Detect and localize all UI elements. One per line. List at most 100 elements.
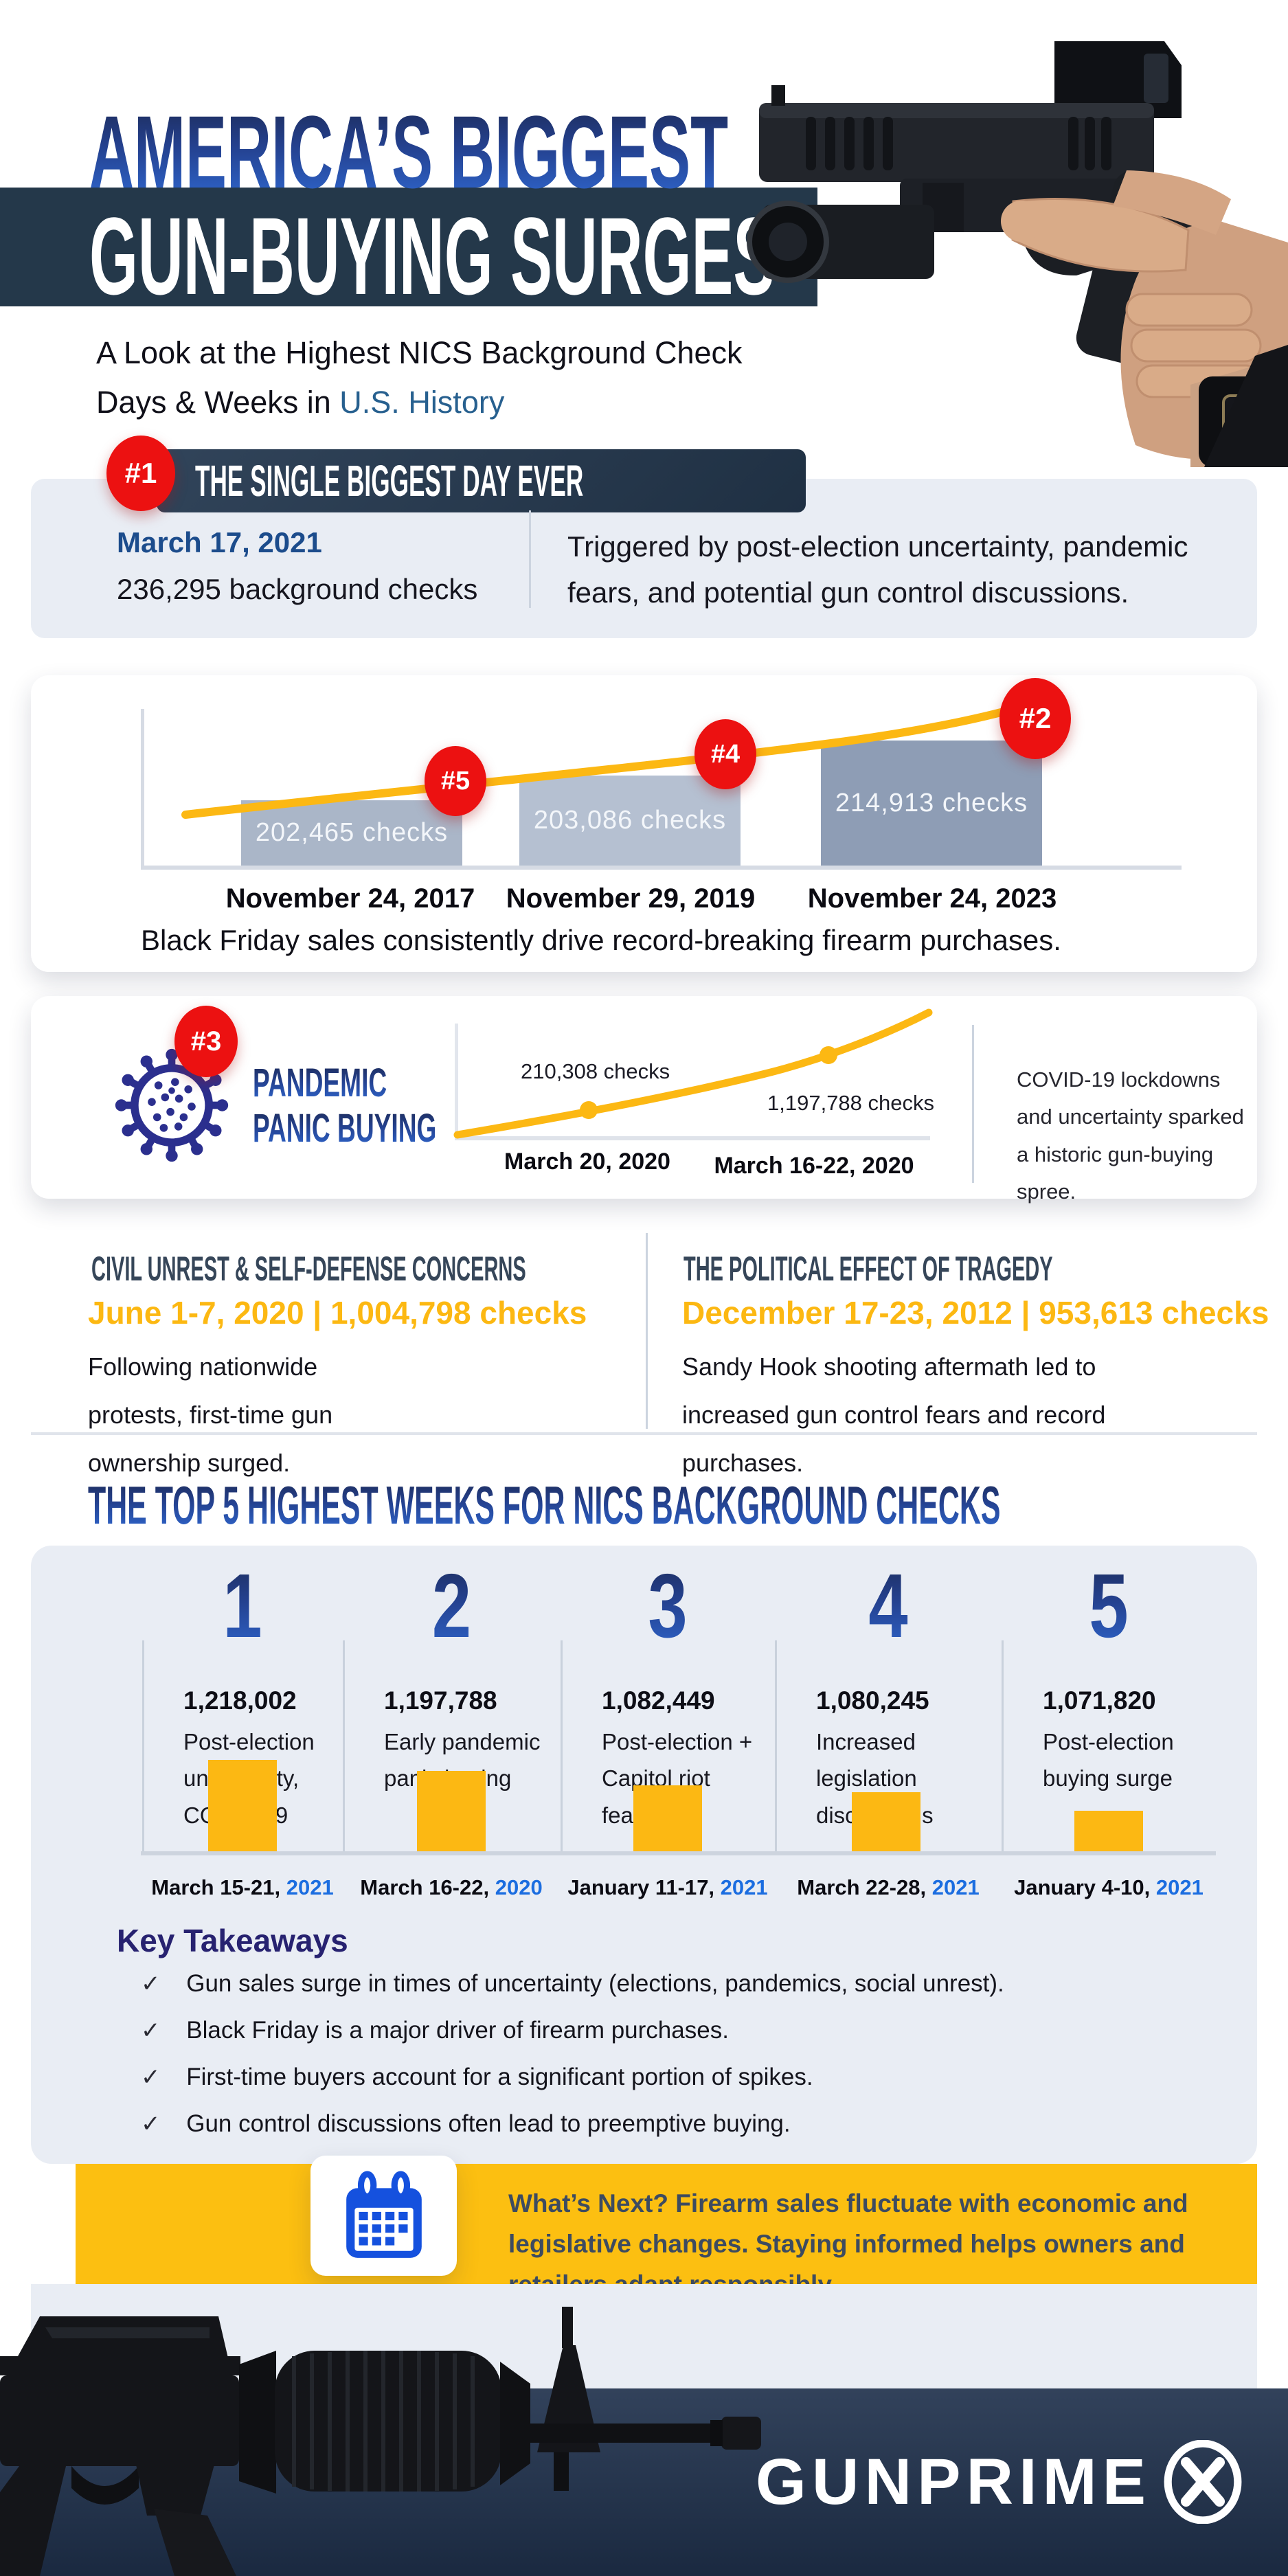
pandemic-point2-date: March 16-22, 2020	[714, 1153, 914, 1179]
event-tragedy-heading: THE POLITICAL EFFECT OF TRAGEDY	[683, 1250, 1053, 1288]
top5-column-5: 5 1,071,820 Post-election buying surge	[1002, 1554, 1216, 1797]
pandemic-point1-date: March 20, 2020	[504, 1149, 670, 1175]
takeaway-text-1: Gun sales surge in times of uncertainty …	[186, 1970, 1004, 1997]
event-civil-heading: CIVIL UNREST & SELF-DEFENSE CONCERNS	[91, 1250, 526, 1288]
event-civil-description: Following nationwide protests, first-tim…	[88, 1353, 333, 1478]
bf-bar-2023-label: 214,913 checks	[835, 788, 1028, 817]
top5-value-1: 1,218,002	[183, 1686, 297, 1715]
brand-logo: GUNPRIME	[756, 2440, 1245, 2524]
top5-date-3: January 11-17, 2021	[558, 1875, 778, 1900]
events-divider	[646, 1233, 648, 1429]
top5-date-2: March 16-22, 2020	[341, 1875, 561, 1900]
bf-baseline	[141, 866, 1182, 870]
top5-rank-5: 5	[1025, 1554, 1192, 1658]
single-biggest-day-date: March 17, 2021	[117, 526, 322, 558]
top5-date-3-range: January 11-17,	[567, 1875, 715, 1899]
top5-value-2: 1,197,788	[384, 1686, 497, 1715]
whats-next-banner	[76, 2164, 1257, 2284]
page-title-line2: GUN-BUYING SURGES	[89, 194, 776, 317]
top5-baseline	[141, 1851, 1216, 1855]
top5-column-2: 2 1,197,788 Early pandemic panic buying	[343, 1554, 561, 1797]
rank-badge-1-label: #1	[124, 457, 157, 489]
check-icon: ✓	[141, 2111, 161, 2137]
brand-circle-x-icon	[1164, 2440, 1242, 2524]
bf-date-2023: November 24, 2023	[807, 883, 1057, 914]
top5-value-4: 1,080,245	[816, 1686, 929, 1715]
pandemic-title-line2: PANIC BUYING	[253, 1106, 437, 1151]
page-title: AMERICA’S BIGGEST	[89, 94, 729, 210]
top5-date-5: January 4-10, 2021	[999, 1875, 1219, 1900]
top5-bar-4	[852, 1792, 920, 1853]
bf-caption: Black Friday sales consistently drive re…	[141, 924, 1061, 956]
virus-icon	[115, 1048, 229, 1162]
top5-date-3-year: 2021	[720, 1875, 768, 1899]
top5-divider-5	[1002, 1640, 1004, 1853]
event-tragedy-stat: December 17-23, 2012 | 953,613 checks	[682, 1295, 1269, 1331]
pandemic-title: PANDEMIC PANIC BUYING	[253, 1063, 540, 1149]
rank-badge-5-label: #5	[440, 766, 471, 795]
top5-date-2-year: 2020	[495, 1875, 543, 1899]
bf-bar-2019-label: 203,086 checks	[533, 806, 727, 835]
takeaway-text-4: Gun control discussions often lead to pr…	[186, 2110, 791, 2137]
single-biggest-day-description: Triggered by post-election uncertainty, …	[567, 530, 1188, 609]
check-icon: ✓	[141, 1971, 161, 1997]
top5-date-1: March 15-21, 2021	[133, 1875, 352, 1900]
top5-date-4-range: March 22-28,	[797, 1875, 927, 1899]
bf-y-axis	[141, 709, 144, 868]
top5-heading: THE TOP 5 HIGHEST WEEKS FOR NICS BACKGRO…	[88, 1475, 1001, 1535]
check-icon: ✓	[141, 2064, 161, 2090]
takeaway-item-2: ✓ Black Friday is a major driver of fire…	[141, 2017, 729, 2044]
takeaway-item-1: ✓ Gun sales surge in times of uncertaint…	[141, 1970, 1004, 1998]
pandemic-point1-label: 210,308 checks	[521, 1059, 670, 1083]
bf-date-2019: November 29, 2019	[506, 883, 756, 914]
rank-badge-3-label: #3	[190, 1026, 222, 1057]
rank-badge-4: #4	[694, 719, 756, 789]
pandemic-description: COVID-19 lockdowns and uncertainty spark…	[1017, 1067, 1244, 1204]
top5-value-3: 1,082,449	[602, 1686, 715, 1715]
single-biggest-day-header-bar: THE SINGLE BIGGEST DAY EVER	[157, 449, 806, 512]
events-bottom-rule	[31, 1432, 1257, 1435]
page-subtitle: A Look at the Highest NICS Background Ch…	[96, 328, 783, 427]
bf-bar-2017: 202,465 checks	[241, 800, 462, 866]
rank-badge-4-label: #4	[710, 739, 741, 769]
rank-badge-2: #2	[999, 678, 1071, 759]
brand-wordmark: GUNPRIME	[756, 2445, 1151, 2518]
subtitle-text: A Look at the Highest NICS Background Ch…	[96, 335, 743, 420]
event-civil-stat: June 1-7, 2020 | 1,004,798 checks	[88, 1295, 587, 1331]
top5-divider-3	[561, 1640, 563, 1853]
key-takeaways-heading: Key Takeaways	[117, 1923, 348, 1958]
pandemic-title-line1: PANDEMIC	[253, 1061, 387, 1105]
bf-date-2017: November 24, 2017	[225, 883, 475, 914]
section1-divider	[529, 510, 531, 608]
pistol-photo-illustration	[747, 41, 1288, 467]
top5-bar-2	[417, 1771, 486, 1853]
top5-divider-4	[775, 1640, 777, 1853]
rank-badge-2-label: #2	[1019, 702, 1052, 734]
top5-rank-3: 3	[584, 1554, 751, 1658]
bf-bar-2017-label: 202,465 checks	[255, 818, 449, 847]
pandemic-line-chart	[453, 1008, 933, 1140]
top5-divider-1	[142, 1640, 144, 1853]
top5-rank-2: 2	[367, 1554, 536, 1658]
rifle-illustration	[0, 2307, 761, 2576]
rank-badge-1: #1	[106, 436, 175, 511]
whats-next-text: What’s Next? Firearm sales fluctuate wit…	[508, 2189, 1188, 2298]
takeaway-text-3: First-time buyers account for a signific…	[186, 2064, 813, 2090]
top5-desc-5: Post-election buying surge	[1043, 1729, 1174, 1792]
rank-badge-3: #3	[174, 1006, 238, 1077]
top5-date-5-range: January 4-10,	[1014, 1875, 1151, 1899]
top5-rank-4: 4	[800, 1554, 976, 1658]
pandemic-divider	[972, 1025, 974, 1183]
subtitle-highlight: U.S. History	[339, 385, 505, 420]
top5-bar-1	[208, 1760, 277, 1853]
top5-date-2-range: March 16-22,	[360, 1875, 490, 1899]
rank-badge-5: #5	[425, 746, 486, 816]
hero-navy-band	[0, 188, 817, 306]
top5-rank-1: 1	[164, 1554, 321, 1658]
takeaway-item-4: ✓ Gun control discussions often lead to …	[141, 2110, 791, 2138]
bf-bar-2019: 203,086 checks	[519, 776, 741, 866]
calendar-card	[310, 2156, 457, 2276]
takeaway-text-2: Black Friday is a major driver of firear…	[186, 2017, 729, 2044]
top5-date-5-year: 2021	[1155, 1875, 1204, 1899]
